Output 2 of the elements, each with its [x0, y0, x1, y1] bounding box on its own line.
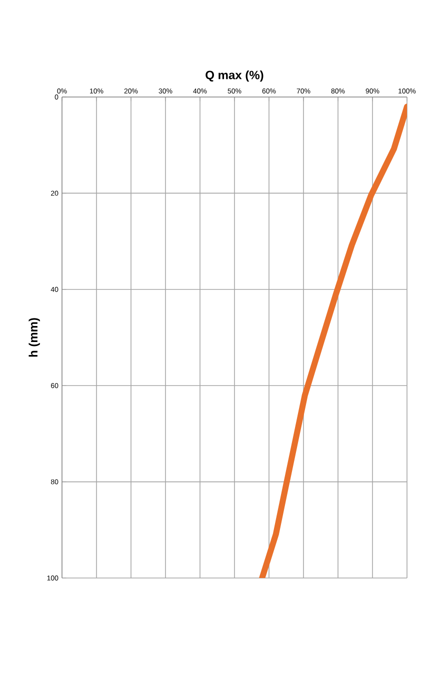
y-axis-title: h (mm) [28, 318, 40, 357]
x-axis-title: Q max (%) [206, 70, 264, 82]
